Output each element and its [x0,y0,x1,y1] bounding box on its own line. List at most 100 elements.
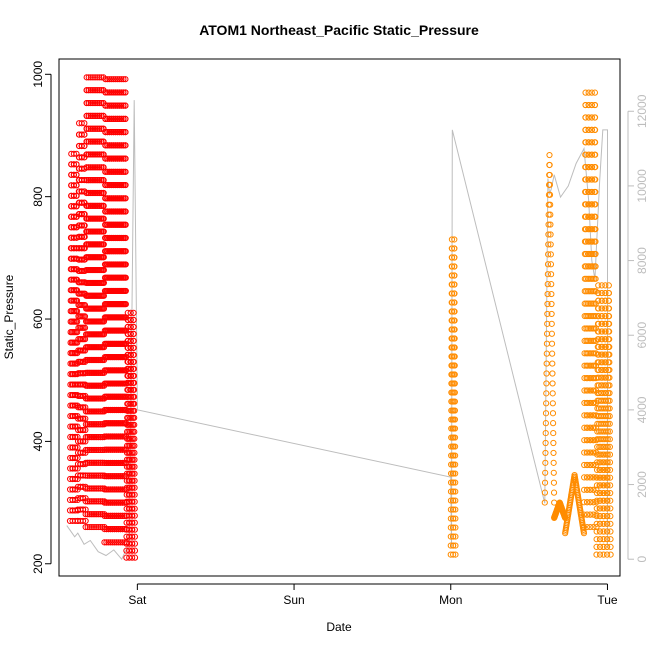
data-point [544,290,551,298]
data-point [131,442,138,449]
data-point [86,523,93,531]
data-point [122,181,129,189]
data-point [592,213,599,220]
data-point [106,76,113,83]
data-point [450,515,457,522]
data-point [120,115,127,122]
data-point [606,359,613,366]
data-point [605,297,613,304]
data-point [84,459,91,466]
data-point [448,272,456,279]
data-point [103,486,110,493]
data-point [90,151,97,158]
data-point [588,114,595,121]
data-point [93,472,100,479]
data-point [602,382,610,389]
data-point [84,498,91,505]
data-point [602,305,609,312]
data-point [607,536,614,543]
data-point [451,443,459,450]
data-point [87,125,95,132]
data-point [87,151,95,158]
data-point [125,407,132,414]
data-point [588,164,596,171]
data-point [447,497,455,504]
data-point [131,435,138,442]
data-point [93,446,100,454]
data-point [452,506,459,513]
data-point [86,498,93,505]
data-point [106,115,113,122]
data-point [100,241,107,248]
data-point [596,543,604,550]
data-point [451,272,458,279]
data-point [581,461,588,469]
data-point [607,497,614,504]
data-point [93,498,100,505]
data-point [89,125,97,132]
data-point [88,511,96,518]
data-point [122,129,129,136]
data-point [106,89,113,96]
data-point [118,142,125,149]
data-point [94,87,101,94]
data-point [104,115,111,122]
data-point [114,76,121,83]
data-point [451,236,458,243]
data-point [589,201,596,208]
data-point [452,479,459,486]
data-point [542,410,550,417]
data-point [127,344,134,351]
data-point [584,474,591,481]
data-point [104,129,111,136]
data-point [599,359,606,366]
data-point [599,343,606,351]
data-point [95,511,102,518]
data-point [545,231,552,238]
data-point [543,340,551,347]
data-point [590,362,598,369]
data-point [110,76,117,83]
data-point [88,485,96,492]
data-point [101,539,108,546]
data-point [451,335,458,342]
data-point [103,499,110,506]
data-point [117,486,124,493]
chart-title: ATOM1 Northeast_Pacific Static_Pressure [199,22,479,38]
data-point [73,182,80,189]
data-point [120,76,127,83]
data-point [590,486,597,493]
data-point [85,138,93,145]
data-point [123,554,130,561]
data-point [79,245,86,252]
data-point [79,517,87,525]
data-point [129,512,136,519]
data-point [89,87,97,94]
x-tick-label: Mon [439,593,462,607]
data-point [117,539,124,546]
data-point [597,520,604,527]
data-point [130,337,137,344]
data-point [603,551,611,558]
data-point [544,310,551,318]
data-point [606,428,613,435]
data-point [131,414,138,421]
data-point [447,533,454,540]
data-point [448,236,456,243]
data-point [604,536,611,543]
data-point [131,540,139,547]
data-point [452,524,459,531]
data-point [595,313,602,320]
data-point [542,449,549,457]
data-point [107,526,114,533]
data-point [543,360,550,367]
data-point [78,120,85,127]
data-point [604,459,611,466]
data-point [451,254,458,261]
data-point [548,320,555,327]
data-point [593,528,600,535]
data-point [584,511,591,518]
data-point [595,359,602,366]
data-point [130,309,137,317]
data-point [549,380,556,387]
